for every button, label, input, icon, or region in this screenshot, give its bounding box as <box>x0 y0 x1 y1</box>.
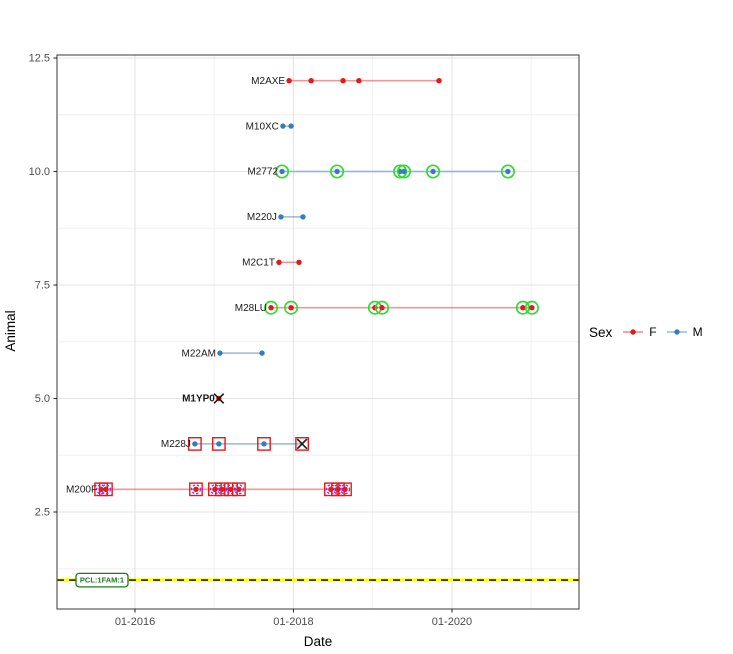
data-point-dot <box>356 78 362 84</box>
data-point-dot <box>300 214 306 220</box>
animal-label: M2AXE <box>251 76 285 87</box>
green-ring <box>263 300 279 315</box>
red-square <box>99 482 113 497</box>
red-square <box>295 437 309 451</box>
data-point-dot <box>505 168 511 175</box>
data-point-dot <box>268 305 274 311</box>
data-point-dot <box>379 305 385 311</box>
red-square <box>215 482 229 497</box>
data-point-dot <box>288 123 294 129</box>
legend-key-f-dot <box>630 329 636 335</box>
data-point-dot <box>286 78 292 84</box>
purple-ring <box>339 484 351 495</box>
red-square <box>232 482 246 497</box>
data-point-dot <box>335 486 341 492</box>
legend-title: Sex <box>589 324 613 340</box>
green-ring <box>330 164 345 179</box>
red-square <box>189 482 203 497</box>
panel-border <box>56 54 580 610</box>
data-point-dot <box>328 486 334 492</box>
green-ring <box>274 164 290 179</box>
data-point-dot <box>308 78 314 84</box>
data-point-dot <box>430 168 436 175</box>
x-axis-title: Date <box>304 634 333 649</box>
x-mark <box>213 393 225 404</box>
red-square <box>211 437 226 451</box>
data-point-dot <box>216 441 222 447</box>
data-point-dot <box>261 441 267 447</box>
data-point-dot <box>288 305 294 311</box>
red-square <box>338 482 352 497</box>
green-ring <box>426 164 441 179</box>
data-point-dot <box>401 168 407 175</box>
data-point-dot <box>436 78 442 84</box>
data-point-dot <box>280 123 286 129</box>
red-square <box>257 437 271 451</box>
purple-ring <box>190 484 202 495</box>
animal-label: M1YP0 <box>182 394 215 405</box>
green-ring <box>396 164 412 179</box>
animal-label: M228J <box>161 439 191 450</box>
data-point-dot <box>212 486 218 492</box>
red-square <box>187 437 202 451</box>
x-tick-label: 01-2016 <box>115 616 155 628</box>
legend-key-m <box>666 325 688 339</box>
data-point-dot <box>279 168 285 175</box>
legend: Sex F M <box>589 322 703 342</box>
data-point-dot <box>520 305 526 311</box>
x-tick-label: 01-2020 <box>432 616 472 628</box>
data-point-dot <box>236 486 242 492</box>
data-point-dot <box>340 78 346 84</box>
animal-label: M10XC <box>246 121 279 132</box>
legend-label-f: F <box>649 325 657 339</box>
animal-label: M28LU <box>235 303 267 314</box>
data-point-dot <box>192 441 198 447</box>
animal-label: M220J <box>247 212 277 223</box>
data-point-dot <box>276 259 282 265</box>
reference-label-box <box>75 572 129 588</box>
data-point-dot <box>217 350 223 356</box>
plot-generated: M2AXE M10XC M2772 M220J M2C1T M28LU M22AM M1YP0… <box>29 53 580 628</box>
data-point-dot <box>529 305 535 311</box>
green-ring <box>284 300 299 315</box>
data-point-dot <box>278 214 284 220</box>
green-ring <box>374 300 390 315</box>
animal-label: M2C1T <box>242 258 275 269</box>
data-point-dot <box>103 486 109 492</box>
x-mark <box>296 438 308 450</box>
data-point-dot <box>342 486 348 492</box>
purple-ring <box>100 484 111 495</box>
y-tick-label: 7.5 <box>35 280 50 292</box>
green-ring <box>524 300 539 315</box>
data-point-dot <box>334 168 340 175</box>
animal-label: M2772 <box>247 167 278 178</box>
green-ring <box>515 300 530 315</box>
purple-ring <box>233 484 244 495</box>
animal-label: M22AM <box>182 348 216 359</box>
y-tick-label: 10.0 <box>29 166 50 178</box>
y-axis-title: Animal <box>3 310 18 351</box>
x-tick-label: 01-2018 <box>273 616 313 628</box>
panel-background <box>57 55 579 609</box>
data-point-dot <box>296 259 302 265</box>
data-point-dot <box>193 486 199 492</box>
y-tick-label: 12.5 <box>29 53 50 65</box>
data-point-dot <box>259 350 265 356</box>
data-point-dot <box>219 486 225 492</box>
reference-label-text: PCL:1FAM:1 <box>80 576 124 585</box>
animal-label: M200F <box>66 485 97 496</box>
legend-key-f <box>622 325 644 339</box>
legend-key-m-dot <box>673 329 680 335</box>
y-tick-label: 2.5 <box>35 507 50 519</box>
green-ring <box>500 164 515 179</box>
legend-label-m: M <box>692 325 703 339</box>
y-tick-label: 5.0 <box>35 393 50 405</box>
purple-ring <box>225 484 237 495</box>
